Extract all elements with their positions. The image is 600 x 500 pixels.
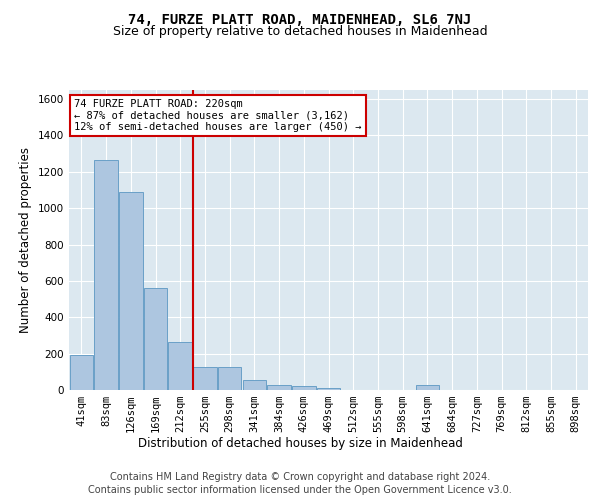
Bar (144, 288, 167, 390)
Bar (317, 388, 340, 390)
Text: Distribution of detached houses by size in Maidenhead: Distribution of detached houses by size … (137, 438, 463, 450)
Text: Contains HM Land Registry data © Crown copyright and database right 2024.: Contains HM Land Registry data © Crown c… (110, 472, 490, 482)
Text: Size of property relative to detached houses in Maidenhead: Size of property relative to detached ho… (113, 25, 487, 38)
Bar (193, 368, 217, 390)
Bar (94, 160, 118, 390)
Bar (119, 192, 143, 390)
Bar (169, 342, 192, 390)
Text: 74, FURZE PLATT ROAD, MAIDENHEAD, SL6 7NJ: 74, FURZE PLATT ROAD, MAIDENHEAD, SL6 7N… (128, 12, 472, 26)
Bar (268, 385, 291, 390)
Bar (70, 354, 93, 390)
Y-axis label: Number of detached properties: Number of detached properties (19, 147, 32, 333)
Bar (242, 380, 266, 390)
Bar (416, 386, 439, 390)
Bar (292, 386, 316, 390)
Text: 74 FURZE PLATT ROAD: 220sqm
← 87% of detached houses are smaller (3,162)
12% of : 74 FURZE PLATT ROAD: 220sqm ← 87% of det… (74, 99, 362, 132)
Bar (218, 368, 241, 390)
Text: Contains public sector information licensed under the Open Government Licence v3: Contains public sector information licen… (88, 485, 512, 495)
